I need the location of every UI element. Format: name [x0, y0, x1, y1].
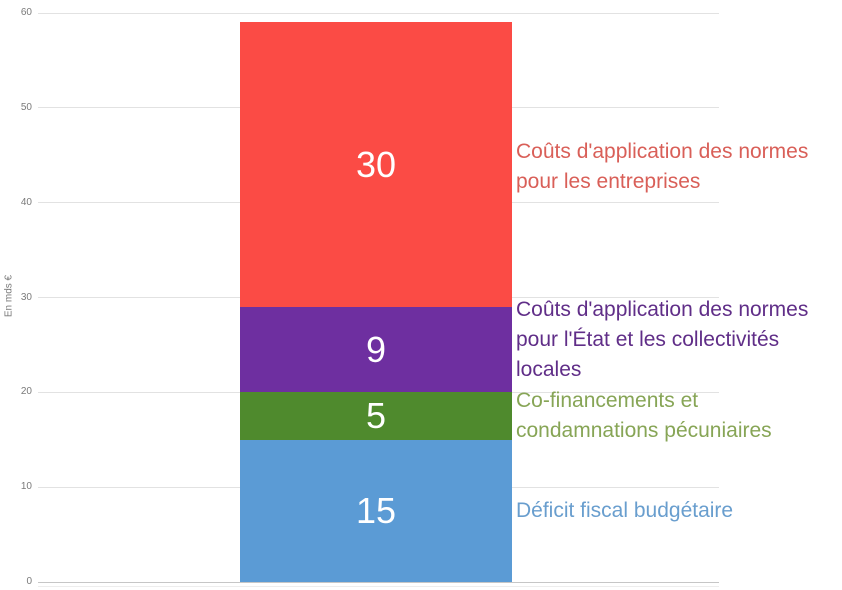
segment-value-label: 9 [365, 328, 387, 370]
bar-segment-2: 9 [240, 306, 512, 393]
segment-value-label: 15 [355, 489, 397, 531]
y-tick-label-60: 60 [20, 7, 32, 18]
segment-category-label-0: Déficit fiscal budgétaire [516, 498, 734, 522]
segment-category-label-1: Co-financements et condamnations pécunia… [516, 389, 772, 443]
bar-segment-0: 15 [240, 439, 512, 582]
bar-segment-3: 30 [240, 22, 512, 307]
bar-segment-1: 5 [240, 392, 512, 440]
y-tick-label-50: 50 [20, 101, 32, 113]
y-tick-label-0: 0 [26, 576, 32, 587]
axis-baseline [38, 586, 719, 587]
segment-category-label-2: Coûts d'application des normes pour l'Ét… [516, 297, 809, 381]
y-gridline-60 [38, 12, 719, 14]
segment-value-label: 30 [355, 143, 397, 185]
y-tick-label-20: 20 [20, 386, 32, 398]
y-tick-label-10: 10 [20, 481, 32, 493]
segment-value-label: 5 [365, 395, 387, 437]
segment-category-label-3: Coûts d'application des normes pour les … [516, 139, 809, 193]
y-tick-label-40: 40 [20, 196, 32, 208]
y-tick-label-30: 30 [20, 291, 32, 303]
